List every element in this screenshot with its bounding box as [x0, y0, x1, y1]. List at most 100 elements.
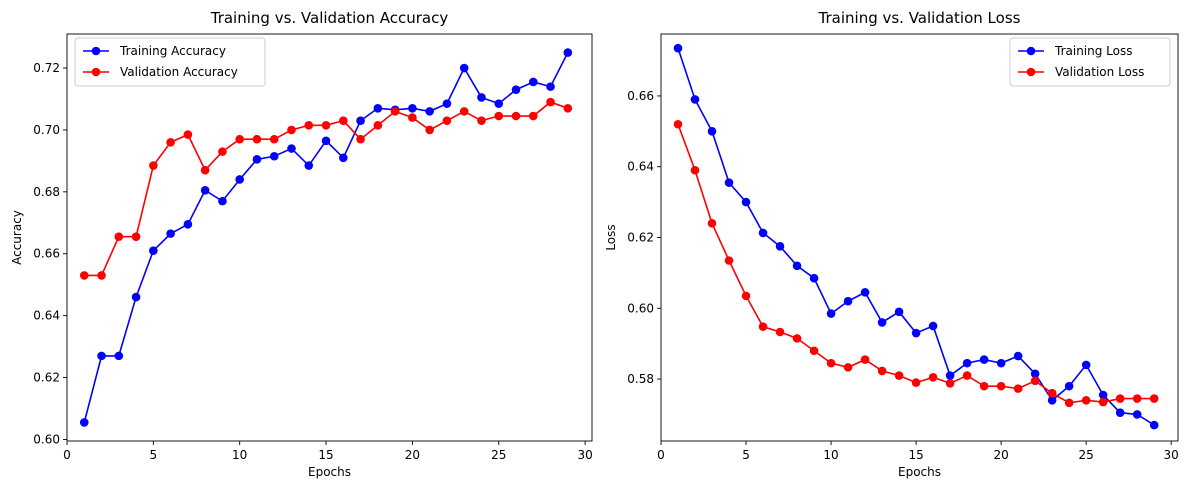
data-point [1013, 384, 1023, 393]
data-point [442, 116, 452, 125]
data-point [269, 134, 279, 144]
data-point [1013, 351, 1023, 361]
y-tick-label: 0.62 [33, 371, 60, 385]
legend: Training Loss Validation Loss [1009, 37, 1171, 87]
data-point [928, 321, 938, 331]
data-point [707, 127, 717, 136]
data-point [166, 138, 175, 147]
x-tick-label: 10 [823, 448, 838, 462]
data-point [690, 165, 700, 175]
data-point [477, 116, 486, 125]
data-point [979, 381, 989, 391]
data-point [321, 121, 331, 130]
x-tick-label: 0 [63, 448, 71, 462]
data-point [1081, 396, 1091, 405]
data-point [97, 271, 106, 280]
data-point [252, 155, 262, 164]
data-point [860, 355, 870, 364]
data-point [1047, 388, 1057, 398]
data-point [131, 232, 141, 242]
data-point [149, 161, 158, 170]
data-point [1098, 397, 1108, 407]
data-point [390, 107, 400, 116]
data-point [826, 309, 836, 318]
data-point [477, 93, 486, 102]
data-point [945, 379, 955, 388]
data-point [707, 219, 717, 228]
data-point [235, 134, 244, 144]
data-point [563, 103, 573, 113]
data-point [511, 111, 521, 121]
data-point [894, 307, 904, 317]
data-point [1047, 396, 1057, 405]
data-point [843, 363, 853, 372]
data-point [1030, 369, 1040, 379]
series-line-1 [677, 123, 1155, 404]
data-point [166, 229, 175, 238]
data-point [894, 371, 904, 380]
x-axis-label: Epochs [898, 465, 941, 479]
data-point [945, 371, 955, 380]
legend-marker [91, 46, 101, 56]
y-tick-label: 0.64 [33, 309, 60, 323]
x-tick-label: 30 [1164, 448, 1179, 462]
data-point [979, 355, 989, 364]
data-point [425, 107, 434, 116]
data-point [459, 63, 469, 73]
data-point [269, 151, 279, 161]
data-point [356, 116, 365, 125]
data-point [996, 381, 1006, 391]
y-tick-label: 0.60 [627, 301, 654, 315]
legend-marker [1026, 67, 1036, 77]
data-point [114, 351, 124, 361]
data-point [235, 175, 244, 184]
legend: Training Accuracy Validation Accuracy [74, 37, 266, 87]
data-point [724, 256, 734, 265]
data-point [826, 358, 836, 368]
data-point [183, 220, 193, 229]
data-point [97, 351, 106, 361]
y-tick-label: 0.66 [33, 247, 60, 261]
x-tick-label: 30 [577, 448, 592, 462]
data-point [1030, 376, 1040, 386]
data-point [792, 261, 802, 271]
data-point [1064, 398, 1074, 408]
data-point [339, 153, 348, 163]
series-line-0 [677, 47, 1155, 426]
data-point [758, 322, 768, 331]
x-tick-label: 15 [318, 448, 333, 462]
data-point [321, 136, 331, 146]
legend-label: Training Accuracy [119, 44, 226, 58]
data-point [304, 121, 314, 130]
y-axis-label: Loss [604, 224, 618, 250]
data-point [877, 366, 887, 376]
data-point [809, 346, 819, 356]
data-point [79, 271, 89, 280]
series-line-0 [83, 52, 569, 423]
y-axis-label: Accuracy [10, 210, 24, 265]
data-point [511, 85, 521, 95]
data-point [792, 334, 802, 343]
x-tick-label: 20 [993, 448, 1008, 462]
y-tick-label: 0.64 [627, 160, 654, 174]
accuracy-chart: Training vs. Validation Accuracy 0 5 10 15 20… [10, 9, 593, 479]
data-point [200, 186, 210, 195]
x-tick-label: 25 [491, 448, 506, 462]
x-tick-label: 5 [742, 448, 750, 462]
legend-label: Training Loss [1054, 44, 1132, 58]
data-point [1149, 394, 1159, 403]
data-point [1115, 394, 1125, 403]
data-point [690, 95, 700, 104]
data-point [860, 288, 870, 297]
plot-frame [66, 33, 593, 442]
data-point [79, 418, 89, 427]
data-point [758, 228, 768, 238]
data-point [877, 318, 887, 327]
data-point [131, 292, 141, 302]
data-point [775, 242, 785, 251]
data-point [114, 232, 124, 242]
chart-title: Training vs. Validation Accuracy [210, 9, 449, 27]
x-tick-label: 0 [657, 448, 665, 462]
chart-title: Training vs. Validation Loss [818, 9, 1021, 27]
